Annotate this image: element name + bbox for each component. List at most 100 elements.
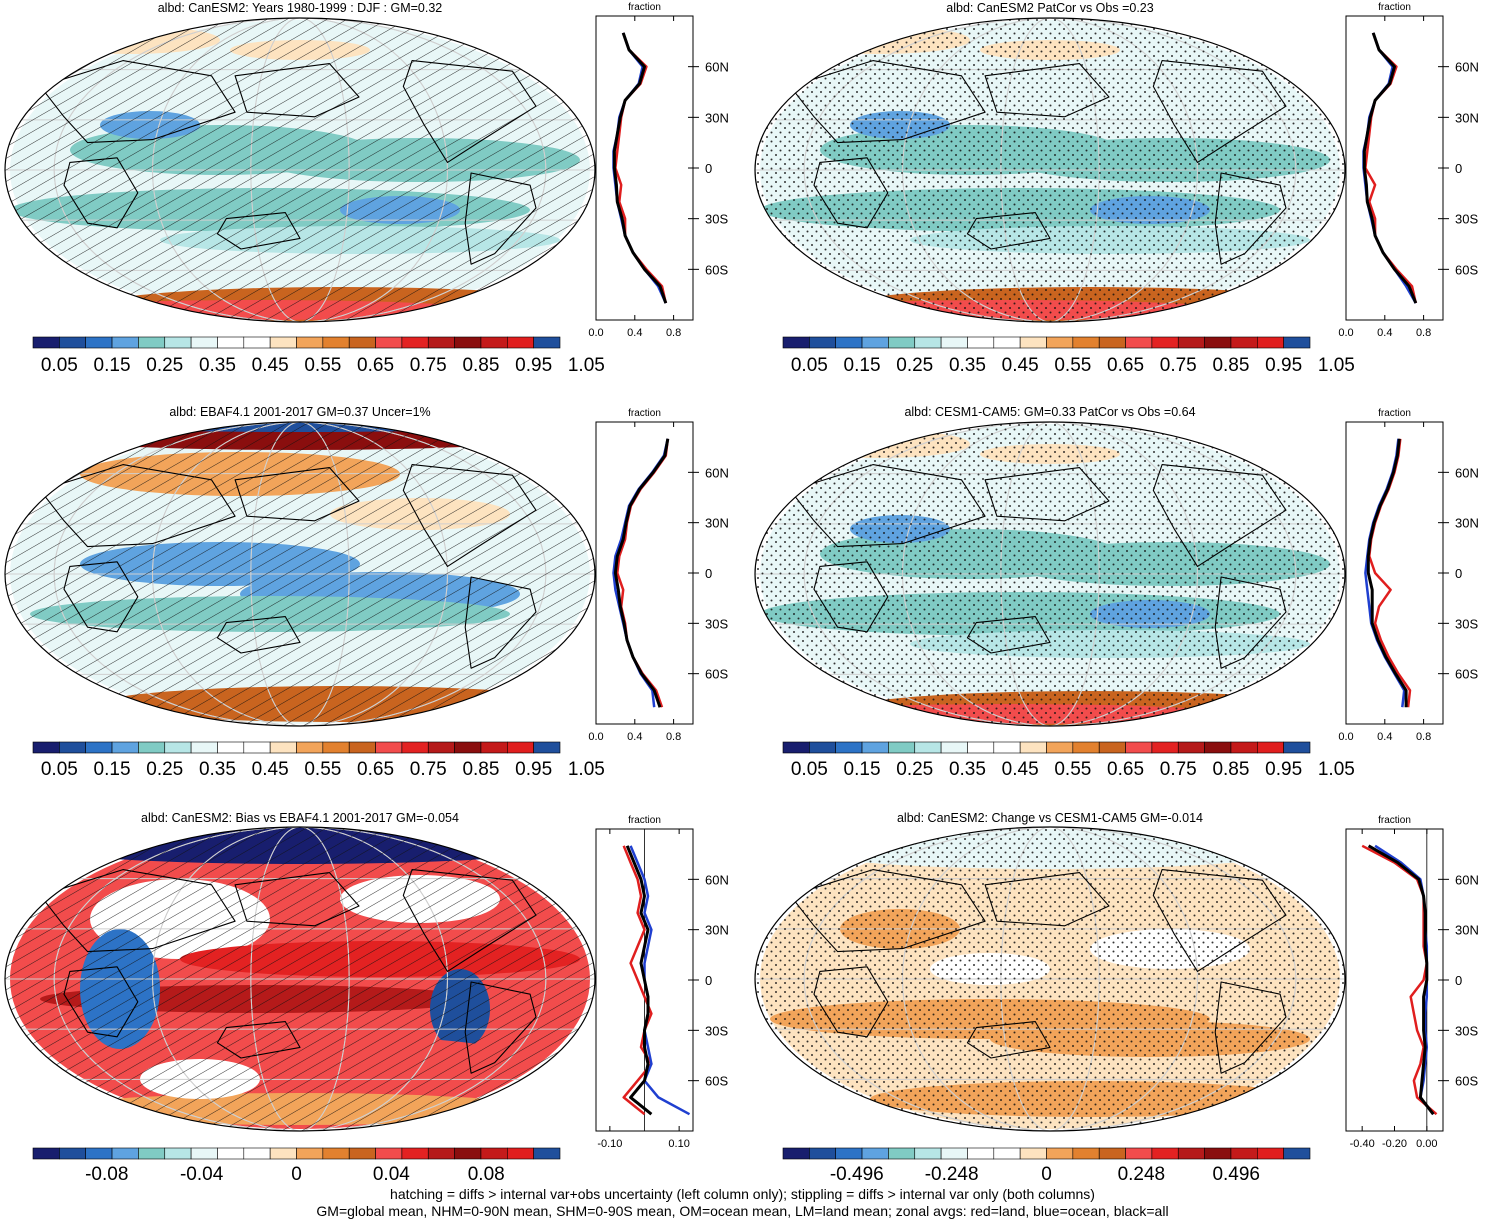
significance-overlay (5, 827, 595, 1131)
zonal-lat-label: 60S (1455, 262, 1478, 277)
map-field (755, 18, 1345, 322)
colorbar-tick-label: 0.25 (146, 355, 183, 376)
colorbar-swatch (480, 336, 508, 349)
zonal-lat-label: 60S (705, 1074, 728, 1089)
zonal-lat-label: 30S (705, 1023, 728, 1038)
colorbar-tick-label: 0.65 (357, 355, 394, 376)
colorbar-swatch (835, 336, 863, 349)
colorbar-tick-label: 1.05 (1318, 759, 1355, 780)
colorbar-swatch (1125, 336, 1153, 349)
colorbar-tick-label: 0.25 (896, 355, 933, 376)
zonal-lat-label: 30N (1455, 923, 1479, 938)
colorbar-swatch (480, 1147, 508, 1160)
colorbar-tick-label: 0.35 (199, 759, 236, 780)
colorbar-swatch (243, 336, 271, 349)
significance-overlay (755, 827, 1345, 1131)
map-border (754, 826, 1346, 1132)
zonal-lat-label: 60S (1455, 667, 1478, 682)
zonal-xtick-label: 0.4 (627, 731, 642, 743)
panel-title: albd: CanESM2: Years 1980-1999 : DJF : G… (158, 1, 443, 15)
colorbar-swatch (401, 1147, 429, 1160)
colorbar-swatch (138, 336, 166, 349)
colorbar-swatch (861, 336, 889, 349)
colorbar-swatch (888, 1147, 916, 1160)
zonal-mean-plot: fraction 0.0 0.4 0.8 60N 30N 0 30S 60S (588, 408, 729, 743)
colorbar-swatch (1257, 336, 1284, 349)
colorbar-swatch (1257, 1147, 1284, 1160)
colorbar-swatch (914, 741, 942, 754)
colorbar-swatch (1072, 741, 1100, 754)
panel-5: albd: CanESM2: Bias vs EBAF4.1 2001-2017… (4, 811, 729, 1185)
zonal-lat-label: 60N (705, 60, 729, 75)
colorbar-swatch (1151, 741, 1179, 754)
zonal-lat-label: 60S (705, 262, 728, 277)
colorbar-tick-label: 0.05 (791, 759, 828, 780)
zonal-xtick-label: 0.4 (627, 327, 642, 339)
colorbar-swatch (1177, 1147, 1205, 1160)
colorbar-tick-label: -0.496 (830, 1164, 884, 1185)
zonal-xtick-label: 0.8 (666, 327, 681, 339)
panel-title: albd: CanESM2: Change vs CESM1-CAM5 GM=-… (897, 811, 1203, 825)
zonal-lat-label: 60N (705, 465, 729, 480)
colorbar-swatch (348, 336, 376, 349)
map-border (754, 17, 1346, 323)
zonal-lat-label: 0 (1455, 973, 1462, 988)
zonal-lat-label: 30S (705, 616, 728, 631)
colorbar-swatch (1125, 1147, 1153, 1160)
colorbar-swatch (348, 1147, 376, 1160)
zonal-lat-label: 30S (1455, 212, 1478, 227)
colorbar-swatch (1098, 741, 1126, 754)
colorbar-swatch (809, 336, 836, 349)
colorbar-tick-label: 0.35 (949, 759, 986, 780)
significance-overlay (755, 18, 1345, 322)
zonal-lat-label: 30N (705, 516, 729, 531)
colorbar-tick-label: 0.75 (1160, 355, 1197, 376)
colorbar: 0.05 0.15 0.25 0.35 0.45 0.55 0.65 0.75 0.85 0.95… (782, 336, 1355, 376)
colorbar-tick-label: 0.15 (844, 355, 881, 376)
colorbar-tick-label: 0.65 (1107, 355, 1144, 376)
colorbar-swatch (375, 336, 403, 349)
map-border (4, 17, 596, 323)
panel-3: albd: EBAF4.1 2001-2017 GM=0.37 Uncer=1%… (4, 405, 729, 780)
colorbar-tick-label: -0.04 (180, 1164, 224, 1185)
zonal-axis-label: fraction (628, 815, 661, 826)
zonal-frame (1345, 15, 1444, 321)
colorbar-tick-label: 0.15 (94, 759, 131, 780)
colorbar-tick-label: 0.95 (515, 759, 552, 780)
colorbar: 0.05 0.15 0.25 0.35 0.45 0.55 0.65 0.75 0.85 0.95… (782, 741, 1355, 780)
colorbar-swatch (59, 741, 86, 754)
zonal-xtick-label: 0.0 (588, 327, 603, 339)
colorbar-swatch (782, 1147, 810, 1160)
colorbar-tick-label: 0.95 (1265, 355, 1302, 376)
colorbar-swatch (322, 336, 350, 349)
footnote-legend: GM=global mean, NHM=0-90N mean, SHM=0-90… (316, 1203, 1169, 1219)
colorbar-tick-label: 1.05 (1318, 355, 1355, 376)
zonal-lat-label: 30N (705, 923, 729, 938)
colorbar-swatch (1019, 336, 1047, 349)
colorbar-swatch (888, 741, 916, 754)
colorbar-swatch (1151, 1147, 1179, 1160)
colorbar: -0.08 -0.04 0 0.04 0.08 (32, 1147, 561, 1185)
zonal-xtick-label: 0.4 (1377, 327, 1392, 339)
zonal-xtick-label: 0.4 (1377, 731, 1392, 743)
zonal-lat-label: 0 (1455, 566, 1462, 581)
colorbar-swatch (322, 1147, 350, 1160)
zonal-axis-label: fraction (1378, 408, 1411, 419)
map-field (5, 827, 595, 1131)
colorbar-swatch (138, 741, 166, 754)
zonal-lat-label: 60S (705, 667, 728, 682)
colorbar-swatch (296, 741, 324, 754)
colorbar-swatch (940, 741, 968, 754)
colorbar-tick-label: 0.95 (1265, 759, 1302, 780)
colorbar-swatch (782, 336, 810, 349)
zonal-xtick-label: 0.8 (1416, 327, 1431, 339)
colorbar-tick-label: 0.05 (41, 759, 78, 780)
colorbar-swatch (533, 741, 561, 754)
zonal-series-all (1367, 844, 1435, 1116)
zonal-series-all (613, 438, 670, 708)
zonal-xtick-label: -0.20 (1382, 1138, 1407, 1150)
colorbar-swatch (1230, 1147, 1258, 1160)
zonal-xtick-label: 0.8 (666, 731, 681, 743)
colorbar-swatch (993, 336, 1021, 349)
